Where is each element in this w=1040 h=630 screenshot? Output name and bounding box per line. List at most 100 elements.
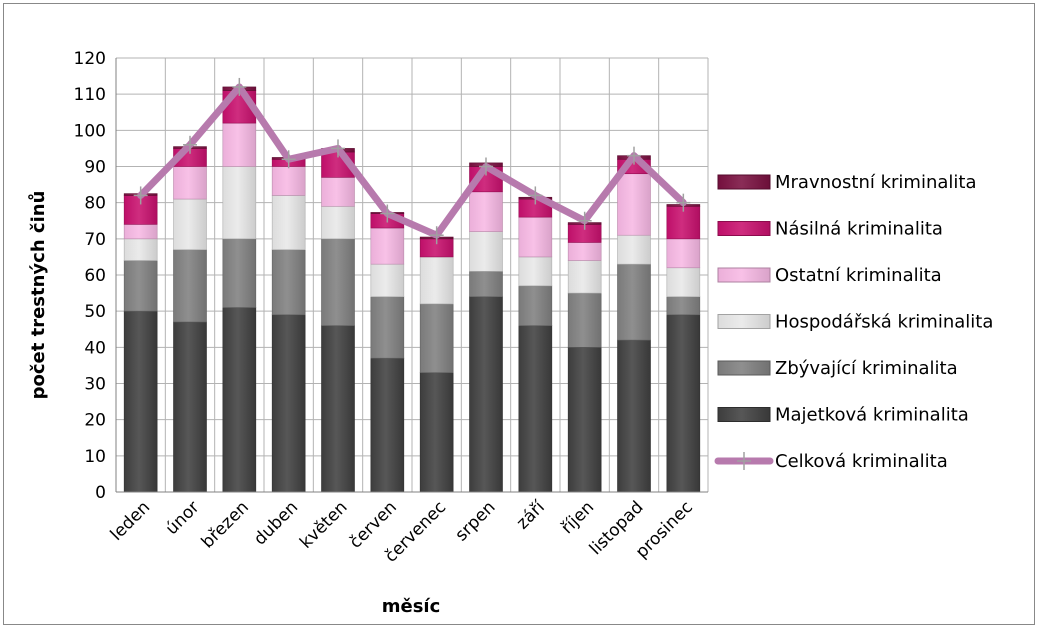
bar-segment — [419, 303, 454, 373]
bar-segment — [666, 267, 701, 297]
line-marker — [183, 135, 197, 154]
bar-segment — [271, 249, 306, 316]
y-tick-label: 110 — [74, 85, 106, 105]
legend-label: Ostatní kriminalita — [775, 265, 942, 286]
bar-segment — [666, 296, 701, 316]
bar-segment — [518, 216, 553, 258]
legend-label: Hospodářská kriminalita — [775, 312, 993, 333]
y-tick-label: 40 — [84, 338, 106, 358]
y-tick-label: 30 — [84, 375, 106, 395]
line-marker — [479, 157, 493, 176]
y-axis-title: počet trestných činů — [27, 191, 49, 400]
bar-segment — [518, 256, 553, 287]
bar-segment — [518, 325, 553, 493]
x-tick-label: únor — [162, 497, 204, 539]
line-marker — [133, 186, 148, 205]
bar-segment — [567, 242, 602, 261]
x-tick-label: březen — [198, 497, 253, 552]
bar-segment — [271, 314, 306, 493]
bar-segment — [123, 238, 158, 261]
legend-item: Mravnostní kriminalita — [717, 172, 977, 193]
bar-segment — [666, 314, 701, 493]
x-tick-label: leden — [107, 497, 155, 545]
y-tick-label: 70 — [84, 230, 106, 250]
y-tick-labels: 0 10 20 30 40 50 60 70 80 90 100 110 120 — [74, 49, 106, 503]
line-marker — [528, 186, 543, 205]
bar-segment — [321, 205, 355, 240]
legend-label: Mravnostní kriminalita — [775, 172, 977, 193]
bar-segment — [370, 227, 405, 265]
y-tick-label: 90 — [84, 158, 106, 178]
bar-segment — [222, 238, 257, 308]
bar-segment — [123, 310, 158, 493]
legend-item: Násilná kriminalita — [717, 219, 943, 240]
bar-segment — [271, 166, 306, 196]
x-axis-title: měsíc — [382, 596, 441, 617]
legend-label: Zbývající kriminalita — [775, 358, 958, 379]
bar-segment — [469, 231, 503, 272]
legend-swatch — [717, 174, 771, 190]
line-marker — [232, 77, 247, 96]
legend-label: Celková kriminalita — [775, 451, 948, 472]
bar-segment — [370, 357, 405, 493]
bar-segment — [173, 198, 207, 250]
x-tick-label: říjen — [557, 497, 598, 538]
y-tick-label: 120 — [74, 49, 106, 69]
legend-swatch — [717, 360, 771, 376]
total-line-path — [137, 83, 687, 239]
y-tick-label: 20 — [84, 411, 106, 431]
line-marker — [676, 193, 691, 212]
bar-segment — [173, 166, 207, 200]
legend-item: Hospodářská kriminalita — [717, 312, 993, 333]
bar-segment — [666, 205, 701, 240]
y-tick-label: 100 — [74, 121, 106, 141]
line-marker — [429, 226, 444, 245]
bar-segment — [617, 263, 651, 341]
line-marker — [627, 146, 641, 165]
bar-segment — [567, 260, 602, 294]
x-tick-label: srpen — [452, 497, 500, 545]
bar-segment — [419, 372, 454, 493]
bar-segment — [617, 173, 651, 236]
legend-swatch — [717, 267, 771, 283]
line-marker — [380, 204, 395, 223]
y-tick-label: 10 — [84, 447, 106, 467]
bar-segment — [370, 263, 405, 297]
bar-segment — [469, 191, 503, 232]
bar-segment — [518, 285, 553, 326]
line-marker — [577, 211, 592, 230]
line-marker — [281, 150, 296, 169]
bar-segment — [567, 347, 602, 493]
x-tick-labels: leden únorbřezendubenkvětenčervenčervenec… — [107, 496, 697, 566]
y-tick-label: 50 — [84, 302, 106, 322]
x-tick-label: květen — [296, 497, 351, 552]
bar-segment — [123, 224, 158, 240]
legend-label: Násilná kriminalita — [775, 219, 943, 240]
legend-swatch — [717, 407, 771, 422]
y-tick-label: 60 — [84, 266, 106, 286]
axes — [115, 58, 708, 493]
legend-item: Celková kriminalita — [714, 451, 948, 472]
total-line — [133, 77, 691, 245]
bar-segment — [469, 271, 503, 297]
legend-item: Zbývající kriminalita — [717, 358, 958, 379]
y-tick-label: 0 — [95, 483, 106, 503]
x-tick-label: duben — [250, 497, 302, 549]
legend-swatch — [717, 314, 771, 329]
bar-segment — [617, 234, 651, 265]
bar-segment — [321, 325, 355, 493]
bar-segment — [419, 256, 454, 305]
bar-segment — [222, 122, 257, 167]
legend-label: Majetková kriminalita — [775, 405, 969, 426]
bar-segment — [567, 292, 602, 348]
bar-segment — [173, 321, 207, 493]
legend-swatch — [717, 221, 771, 236]
x-tick-label: září — [513, 496, 550, 533]
line-marker — [331, 139, 345, 158]
bar-segment — [666, 238, 701, 269]
bar-segment — [617, 339, 651, 493]
bar-segment — [321, 238, 355, 326]
bar-segment — [222, 166, 257, 240]
bar-segment — [173, 249, 207, 323]
